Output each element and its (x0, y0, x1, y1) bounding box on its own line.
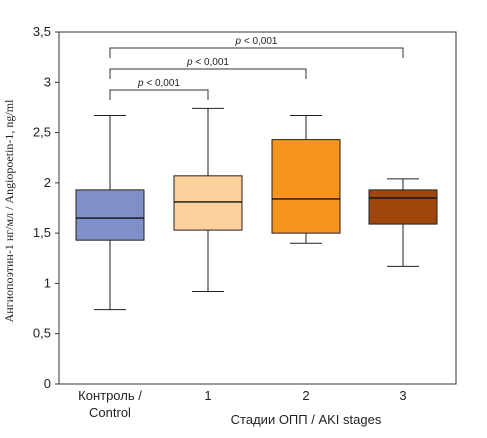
box-group (368, 178, 438, 267)
bracket-line (109, 47, 404, 58)
p-threshold: < 0,001 (144, 78, 181, 89)
p-value-label: p < 0,001 (235, 36, 278, 47)
x-tick-label: Контроль / Control (78, 388, 142, 420)
p-symbol: p (137, 78, 144, 89)
box-group (173, 107, 243, 292)
y-tick-label: 0 (44, 376, 51, 391)
p-value-label: p < 0,001 (186, 57, 229, 68)
x-tick-label: 2 (302, 388, 309, 403)
significance-bracket: p < 0,001 (109, 57, 307, 79)
p-threshold: < 0,001 (241, 36, 278, 47)
box-group (271, 114, 341, 244)
bracket-line (109, 68, 307, 79)
bracket-line (109, 89, 209, 100)
x-tick-label-line: Control (89, 405, 131, 420)
y-tick-label: 1,5 (33, 225, 51, 240)
box-group (75, 114, 145, 311)
x-tick-label-line: 1 (204, 388, 211, 403)
y-tick-label: 0,5 (33, 326, 51, 341)
x-tick-label: 1 (204, 388, 211, 403)
x-tick-label-line: 3 (399, 388, 406, 403)
p-threshold: < 0,001 (193, 57, 230, 68)
y-tick-label: 3,5 (33, 24, 51, 39)
y-tick-label: 3 (44, 74, 51, 89)
x-tick-label-line: 2 (302, 388, 309, 403)
y-axis-label: Ангиопоэтин-1 нг/мл / Angiopoetin-1, ng/… (2, 99, 16, 322)
p-value-label: p < 0,001 (137, 78, 180, 89)
p-symbol: p (186, 57, 193, 68)
plot-frame (58, 31, 457, 385)
x-group-label: Стадии ОПП / AKI stages (231, 412, 382, 427)
x-tick-label-line: Контроль / (78, 388, 142, 403)
iqr-box (75, 189, 145, 241)
y-tick-label: 1 (44, 275, 51, 290)
iqr-box (368, 189, 438, 225)
x-tick-label: 3 (399, 388, 406, 403)
y-tick-label: 2 (44, 175, 51, 190)
y-axis: 0 0,5 1 1,5 2 2,5 3 3,5 (33, 24, 59, 391)
plot-border (58, 31, 457, 385)
iqr-box (271, 139, 341, 234)
x-axis: Контроль / Control 1 2 3 (78, 388, 406, 420)
boxes (75, 107, 438, 311)
y-tick-label: 2,5 (33, 125, 51, 140)
iqr-box (173, 175, 243, 231)
p-symbol: p (235, 36, 242, 47)
significance-bracket: p < 0,001 (109, 78, 209, 100)
significance-bracket: p < 0,001 (109, 36, 404, 58)
